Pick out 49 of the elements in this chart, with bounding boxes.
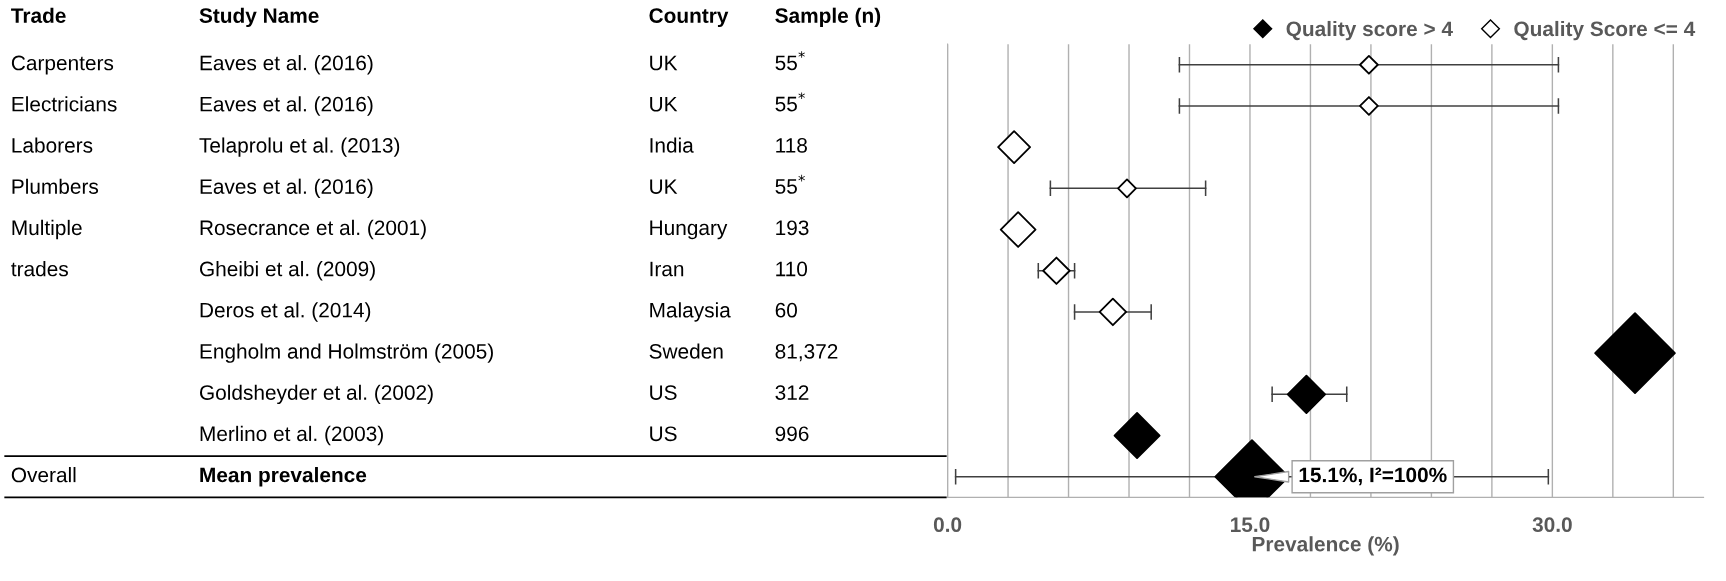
x-tick-label: 15.0	[1231, 517, 1270, 533]
text: UK	[650, 179, 678, 194]
text: Deros et al. (2014)	[200, 302, 371, 322]
text: Engholm and Holmström (2005)	[200, 343, 493, 363]
text: 55$^{*}$	[775, 92, 805, 112]
text: UK	[650, 97, 678, 112]
text: Eaves et al. (2016)	[200, 96, 373, 116]
text: India	[650, 137, 694, 153]
text: UK	[650, 55, 678, 71]
text: 55$^{*}$	[775, 51, 805, 71]
text: Plumbers	[12, 178, 99, 194]
text: US	[650, 426, 677, 442]
x-axis-title: Prevalence (%)	[1252, 536, 1399, 556]
category-label: Trade	[11, 7, 66, 23]
category-label: Study Name	[199, 7, 319, 28]
text: 55$^{*}$	[775, 174, 805, 194]
text: Goldsheyder et al. (2002)	[200, 384, 433, 405]
text: Iran	[650, 261, 684, 277]
text: 81,372	[775, 343, 838, 362]
text: Mean prevalence	[200, 467, 367, 487]
text: Malaysia	[650, 302, 731, 322]
text: Gheibi et al. (2009)	[200, 261, 375, 281]
text: Multiple	[12, 219, 82, 240]
text: Carpenters	[11, 55, 114, 75]
text: Overall	[11, 467, 76, 483]
text: 312	[775, 385, 809, 400]
category-label: Country	[649, 8, 729, 28]
text: Merlino et al. (2003)	[200, 425, 383, 446]
text: 118	[776, 137, 807, 153]
text: Laborers	[12, 137, 93, 153]
text: 110	[776, 261, 808, 277]
text: Sweden	[649, 343, 723, 359]
legend-label: Quality score > 4	[1286, 20, 1453, 41]
text: Hungary	[650, 220, 728, 240]
x-tick-label: 0.0	[933, 517, 962, 533]
text: Rosecrance et al. (2001)	[200, 219, 426, 240]
text: 193	[776, 220, 809, 236]
text: trades	[11, 261, 68, 277]
category-label: Sample (n)	[775, 7, 881, 28]
x-tick-label: 30.0	[1532, 517, 1572, 533]
text: US	[650, 385, 677, 400]
text: Electricians	[12, 96, 117, 112]
text: 60	[775, 302, 797, 318]
text: Eaves et al. (2016)	[200, 55, 373, 75]
text: 996	[775, 426, 809, 442]
legend-label: Quality Score <= 4	[1514, 20, 1696, 41]
text: Eaves et al. (2016)	[200, 178, 373, 199]
data-label: 15.1%, I²=100%	[1299, 467, 1447, 486]
text: Telaprolu et al. (2013)	[199, 137, 400, 157]
